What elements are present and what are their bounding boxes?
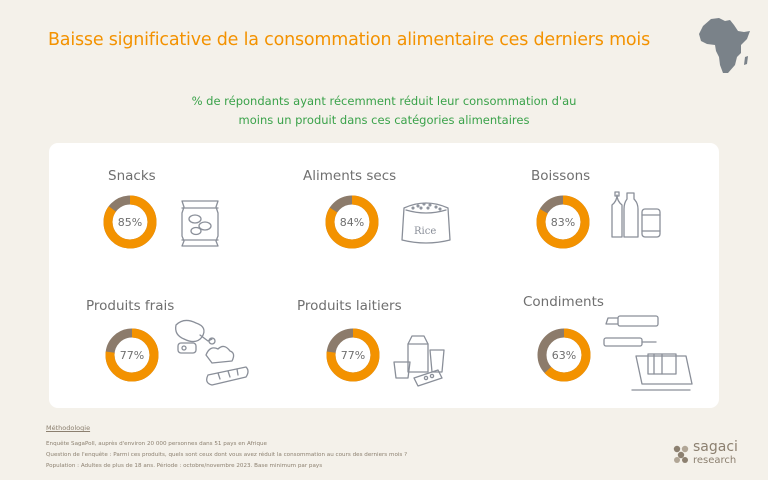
donut-value-segment <box>105 328 159 382</box>
donut-value-segment <box>103 195 157 249</box>
methodology-line-1: Enquête SagaPoll, auprès d'environ 20 00… <box>46 441 267 447</box>
donut-chart-snacks: 85% <box>103 195 157 249</box>
donut-value-label: 77% <box>120 349 144 362</box>
category-label-boissons: Boissons <box>531 168 591 184</box>
donut-value-label: 63% <box>552 349 576 362</box>
rice-sack-icon: Rice <box>398 196 454 250</box>
dairy-icon <box>392 328 452 392</box>
donut-value-label: 83% <box>551 216 575 229</box>
category-label-condiments: Condiments <box>523 294 604 310</box>
africa-map-icon <box>699 18 750 73</box>
page-title: Baisse significative de la consommation … <box>48 30 651 50</box>
chips-bag-icon <box>178 198 222 252</box>
chart-subtitle: % de répondants ayant récemment réduit l… <box>191 94 577 127</box>
category-label-snacks: Snacks <box>108 168 156 184</box>
donut-value-label: 77% <box>341 349 365 362</box>
donut-value-label: 84% <box>340 216 364 229</box>
sagaci-research-logo: sagaci research <box>672 440 752 468</box>
methodology-title: Méthodologie <box>46 424 91 432</box>
category-label-produits-frais: Produits frais <box>86 298 175 314</box>
donut-chart-boissons: 83% <box>536 195 590 249</box>
donut-value-segment <box>325 195 379 249</box>
donut-value-segment <box>326 328 380 382</box>
category-label-produits-laitiers: Produits laitiers <box>297 298 402 314</box>
methodology-line-2: Question de l'enquête : Parmi ces produi… <box>46 452 408 458</box>
donut-chart-produits-frais: 77% <box>105 328 159 382</box>
rice-label: Rice <box>414 226 436 237</box>
fresh-food-icon <box>172 315 252 391</box>
donut-chart-aliments-secs: 84% <box>325 195 379 249</box>
donut-value-label: 85% <box>118 216 142 229</box>
donut-chart-produits-laitiers: 77% <box>326 328 380 382</box>
category-label-aliments-secs: Aliments secs <box>303 168 397 184</box>
donut-chart-condiments: 63% <box>537 328 591 382</box>
methodology-line-3: Population : Adultes de plus de 18 ans. … <box>46 463 323 469</box>
condiments-icon <box>602 310 694 400</box>
bottles-icon <box>606 191 664 243</box>
donut-value-segment <box>536 195 590 249</box>
chart-card <box>49 143 719 408</box>
logo-mark-icon <box>673 445 689 463</box>
donut-value-segment <box>537 328 591 382</box>
